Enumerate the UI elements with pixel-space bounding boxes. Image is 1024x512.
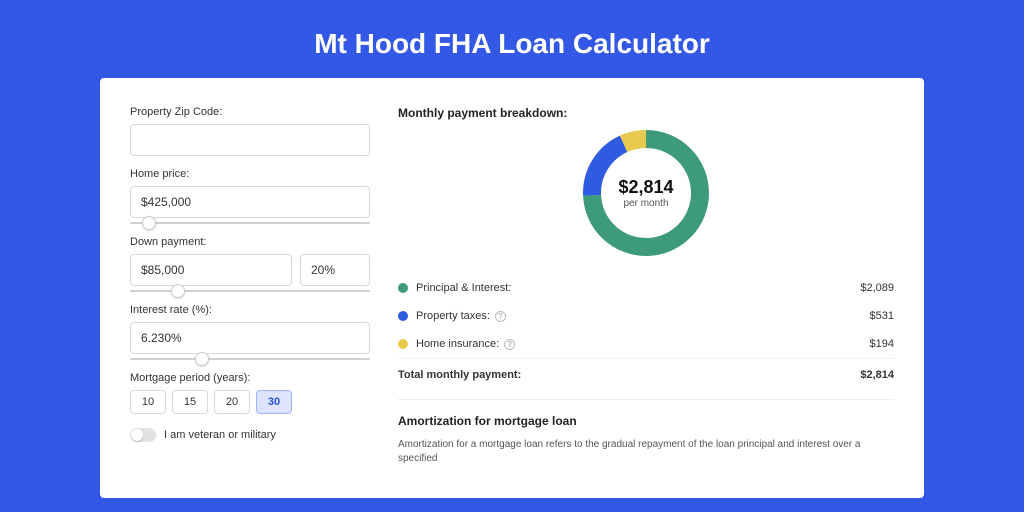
period-button-30[interactable]: 30 <box>256 390 292 414</box>
calculator-card: Property Zip Code: Home price: Down paym… <box>100 78 924 498</box>
down-payment-slider-thumb[interactable] <box>171 284 185 298</box>
zip-label: Property Zip Code: <box>130 106 370 118</box>
interest-label: Interest rate (%): <box>130 304 370 316</box>
amortization-section: Amortization for mortgage loan Amortizat… <box>398 399 894 466</box>
period-label: Mortgage period (years): <box>130 372 370 384</box>
total-label: Total monthly payment: <box>398 369 521 381</box>
down-payment-label: Down payment: <box>130 236 370 248</box>
down-payment-input[interactable] <box>130 254 292 286</box>
page-title: Mt Hood FHA Loan Calculator <box>0 0 1024 78</box>
breakdown-label-text: Principal & Interest: <box>416 282 511 294</box>
veteran-row: I am veteran or military <box>130 428 370 442</box>
breakdown-label-text: Property taxes: <box>416 310 490 322</box>
donut-center: $2,814 per month <box>583 130 709 256</box>
veteran-toggle[interactable] <box>130 428 156 442</box>
down-payment-pct-input[interactable] <box>300 254 370 286</box>
breakdown-column: Monthly payment breakdown: $2,814 per mo… <box>398 106 894 468</box>
interest-slider[interactable] <box>130 358 370 360</box>
breakdown-label: Property taxes:? <box>398 310 506 322</box>
breakdown-row: Property taxes:? $531 <box>398 302 894 330</box>
period-button-20[interactable]: 20 <box>214 390 250 414</box>
interest-input[interactable] <box>130 322 370 354</box>
amortization-text: Amortization for a mortgage loan refers … <box>398 438 894 466</box>
legend-dot <box>398 311 408 321</box>
down-payment-field-group: Down payment: <box>130 236 370 292</box>
zip-field-group: Property Zip Code: <box>130 106 370 156</box>
form-column: Property Zip Code: Home price: Down paym… <box>130 106 370 468</box>
breakdown-label: Principal & Interest: <box>398 282 511 294</box>
breakdown-total-row: Total monthly payment: $2,814 <box>398 358 894 389</box>
breakdown-label-text: Home insurance: <box>416 338 499 350</box>
down-payment-slider[interactable] <box>130 290 370 292</box>
donut-sub: per month <box>623 198 668 209</box>
donut-wrap: $2,814 per month <box>398 130 894 256</box>
info-icon[interactable]: ? <box>504 339 515 350</box>
breakdown-value: $2,089 <box>860 282 894 294</box>
period-field-group: Mortgage period (years): 10152030 <box>130 372 370 414</box>
total-value: $2,814 <box>860 369 894 381</box>
breakdown-row: Principal & Interest: $2,089 <box>398 274 894 302</box>
breakdown-label: Home insurance:? <box>398 338 515 350</box>
breakdown-heading: Monthly payment breakdown: <box>398 106 894 120</box>
home-price-slider[interactable] <box>130 222 370 224</box>
breakdown-row: Home insurance:? $194 <box>398 330 894 358</box>
interest-slider-thumb[interactable] <box>195 352 209 366</box>
amortization-heading: Amortization for mortgage loan <box>398 414 894 428</box>
period-button-15[interactable]: 15 <box>172 390 208 414</box>
breakdown-value: $531 <box>870 310 894 322</box>
donut-amount: $2,814 <box>618 177 673 198</box>
home-price-label: Home price: <box>130 168 370 180</box>
veteran-label: I am veteran or military <box>164 429 276 441</box>
legend-dot <box>398 283 408 293</box>
payment-donut-chart: $2,814 per month <box>583 130 709 256</box>
info-icon[interactable]: ? <box>495 311 506 322</box>
home-price-slider-thumb[interactable] <box>142 216 156 230</box>
period-button-10[interactable]: 10 <box>130 390 166 414</box>
interest-field-group: Interest rate (%): <box>130 304 370 360</box>
down-payment-row <box>130 254 370 286</box>
breakdown-list: Principal & Interest: $2,089 Property taxe… <box>398 274 894 358</box>
home-price-field-group: Home price: <box>130 168 370 224</box>
legend-dot <box>398 339 408 349</box>
zip-input[interactable] <box>130 124 370 156</box>
period-row: 10152030 <box>130 390 370 414</box>
breakdown-value: $194 <box>870 338 894 350</box>
home-price-input[interactable] <box>130 186 370 218</box>
